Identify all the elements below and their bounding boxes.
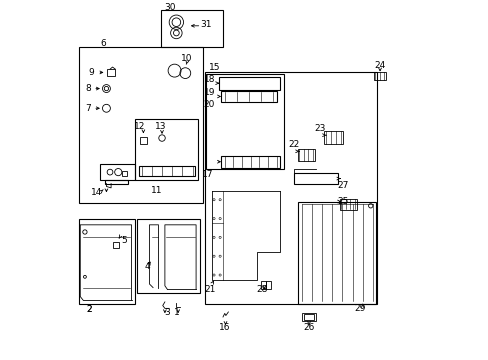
Text: 2: 2 <box>86 305 92 314</box>
Text: 28: 28 <box>256 285 267 294</box>
Bar <box>373 72 385 80</box>
Bar <box>135 119 198 180</box>
Bar <box>297 202 376 304</box>
Bar <box>266 281 271 289</box>
Bar <box>221 91 276 102</box>
Bar <box>206 74 284 169</box>
Bar <box>140 137 146 144</box>
Bar <box>79 47 203 203</box>
Text: 11: 11 <box>151 186 162 195</box>
Text: 3: 3 <box>164 308 170 317</box>
Text: 29: 29 <box>354 304 365 313</box>
Text: 5: 5 <box>121 237 127 246</box>
Bar <box>219 77 279 90</box>
Text: 27: 27 <box>337 181 348 190</box>
Text: 6: 6 <box>100 39 105 48</box>
Bar <box>100 164 135 180</box>
Text: 14: 14 <box>91 188 102 197</box>
Bar <box>122 171 126 176</box>
Bar <box>113 242 119 248</box>
Bar <box>161 10 223 47</box>
Text: 8: 8 <box>85 84 90 93</box>
Text: 9: 9 <box>88 68 94 77</box>
Text: 12: 12 <box>134 122 145 131</box>
Bar <box>139 166 195 176</box>
Bar <box>260 281 265 289</box>
Bar <box>204 72 376 304</box>
Text: 4: 4 <box>144 262 150 271</box>
Text: 16: 16 <box>219 323 230 332</box>
Text: 10: 10 <box>181 54 192 63</box>
Text: 22: 22 <box>288 140 299 149</box>
Text: 31: 31 <box>200 19 211 28</box>
Text: 30: 30 <box>164 3 175 12</box>
Bar <box>324 131 342 144</box>
Text: 24: 24 <box>374 61 385 70</box>
Bar <box>79 220 135 304</box>
Text: 23: 23 <box>313 123 325 132</box>
Text: 19: 19 <box>203 87 215 96</box>
Text: 15: 15 <box>209 63 221 72</box>
Text: 1: 1 <box>173 308 179 317</box>
Bar <box>137 220 199 293</box>
Bar <box>339 199 356 210</box>
Text: 7: 7 <box>85 104 90 113</box>
Bar <box>107 69 115 76</box>
Bar <box>293 173 337 184</box>
Bar <box>297 149 314 161</box>
Text: 21: 21 <box>204 285 216 294</box>
Text: 20: 20 <box>203 100 215 109</box>
Text: 25: 25 <box>337 197 348 206</box>
Text: 26: 26 <box>303 323 314 332</box>
Text: 2: 2 <box>86 305 92 314</box>
Text: 13: 13 <box>154 122 165 131</box>
Text: 18: 18 <box>203 75 215 84</box>
Bar <box>304 314 313 320</box>
Bar <box>221 156 280 168</box>
Bar <box>104 180 128 184</box>
Text: 17: 17 <box>201 170 212 179</box>
Bar <box>301 312 316 321</box>
